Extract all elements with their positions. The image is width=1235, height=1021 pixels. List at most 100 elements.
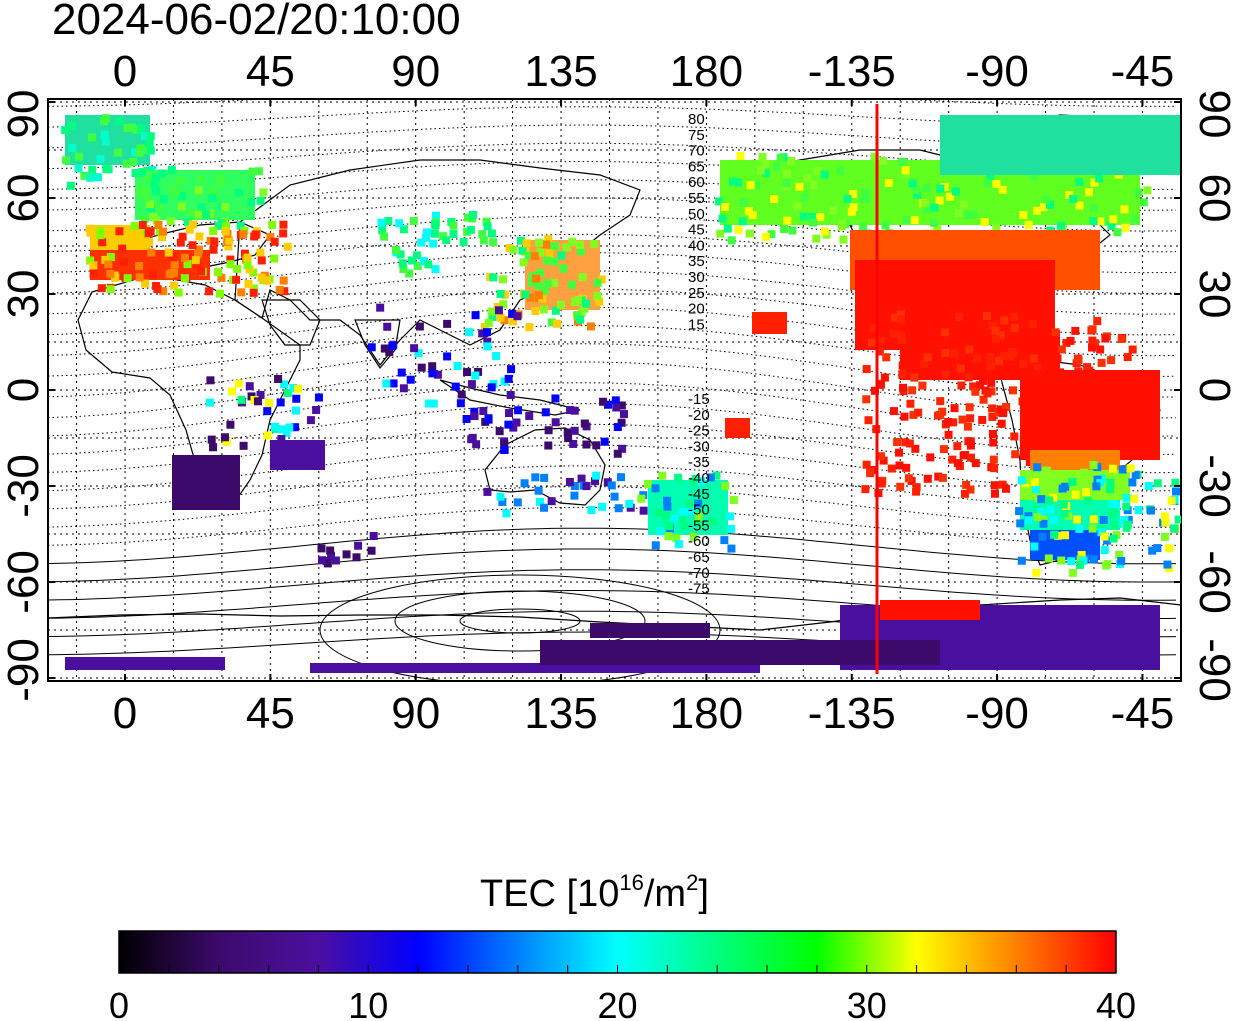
tec-south-america-south: [1061, 482, 1070, 491]
tec-europe: [249, 284, 258, 293]
tec-arctic-europe: [145, 138, 154, 147]
tec-scandinavia: [167, 165, 176, 174]
tec-central-america: [936, 397, 945, 406]
tec-central-asia: [421, 233, 430, 242]
tec-central-america: [896, 482, 905, 491]
tec-north-america-north: [783, 216, 792, 225]
tec-south-america-south: [1079, 556, 1088, 565]
tec-north-america-north: [809, 181, 818, 190]
tec-central-america: [895, 461, 904, 470]
tec-asia: [459, 238, 468, 247]
tec-north-america-north: [929, 218, 938, 227]
tec-central-america: [1034, 364, 1043, 373]
tec-europe: [249, 288, 258, 297]
tec-europe: [217, 274, 226, 283]
tec-central-america: [941, 349, 950, 358]
tec-asia: [449, 221, 458, 230]
tec-antarctica-4: [310, 663, 760, 673]
tec-south-america-south: [1088, 524, 1097, 533]
tec-indonesia: [467, 435, 476, 444]
tec-central-america: [938, 407, 947, 416]
tec-arctic-europe: [62, 156, 71, 165]
tec-australia: [570, 482, 579, 491]
tec-south-america-south: [1100, 546, 1109, 555]
tec-north-america-north: [992, 223, 1001, 232]
tec-east-asia: [539, 305, 548, 314]
tec-central-america: [950, 349, 959, 358]
maglat-label: 50: [688, 206, 705, 223]
tec-africa: [207, 435, 216, 444]
tec-europe: [86, 256, 95, 265]
tec-africa: [285, 423, 294, 432]
tec-arctic-europe: [127, 123, 136, 132]
tec-europe: [176, 238, 185, 247]
tec-indonesia: [500, 445, 509, 454]
tec-central-america: [864, 416, 873, 425]
maglat-label: 45: [688, 222, 705, 239]
tec-europe: [96, 227, 105, 236]
tec-south-ocean: [342, 550, 351, 559]
tec-europe: [169, 281, 178, 290]
tec-arctic-europe: [136, 124, 145, 133]
maglat-label: -20: [688, 407, 710, 424]
tec-south-america-south: [1092, 482, 1101, 491]
tec-africa: [239, 441, 248, 450]
tec-indonesia: [484, 415, 493, 424]
tec-asia: [430, 229, 439, 238]
tec-south-america-south: [1080, 468, 1089, 477]
maglat-label: 25: [688, 285, 705, 302]
tec-africa: [206, 376, 215, 385]
tec-australia: [587, 506, 596, 515]
tec-north-america-north: [930, 203, 939, 212]
tec-europe: [97, 284, 106, 293]
tec-south-asia: [463, 368, 472, 377]
tec-south-america-south: [1039, 519, 1048, 528]
tec-south-america-south: [1160, 532, 1169, 541]
tec-south-asia: [465, 328, 474, 337]
tec-europe: [225, 236, 234, 245]
x-tick-label-bottom: 45: [246, 689, 295, 738]
tec-europe: [279, 276, 288, 285]
tec-central-america: [911, 444, 920, 453]
tec-north-america-north: [884, 178, 893, 187]
tec-north-america-north: [983, 179, 992, 188]
tec-central-america: [979, 395, 988, 404]
tec-central-america: [914, 408, 923, 417]
tec-antarctic-peninsula: [880, 600, 980, 620]
tec-north-america-north: [933, 225, 942, 234]
tec-south-america-south: [1174, 515, 1181, 524]
tec-north-america-north: [951, 187, 960, 196]
tec-central-america: [986, 361, 995, 370]
tec-east-asia: [567, 280, 576, 289]
tec-arctic-europe: [136, 144, 145, 153]
x-tick-label-top: 90: [391, 47, 440, 96]
tec-east-asia: [549, 278, 558, 287]
tec-new-zealand: [643, 479, 652, 488]
x-tick-label-top: 180: [670, 47, 743, 96]
tec-south-america-south: [1153, 479, 1162, 488]
tec-central-america: [862, 395, 871, 404]
tec-east-asia: [556, 300, 565, 309]
tec-new-zealand: [663, 502, 672, 511]
tec-africa: [314, 393, 323, 402]
tec-south-asia: [388, 341, 397, 350]
tec-new-zealand: [654, 508, 663, 517]
tec-asia: [479, 236, 488, 245]
colorbar-tick-label: 0: [109, 985, 129, 1021]
tec-africa: [222, 437, 231, 446]
tec-south-america-south: [1130, 494, 1139, 503]
tec-south-asia: [443, 319, 452, 328]
tec-east-asia: [547, 318, 556, 327]
tec-north-america-north: [960, 200, 969, 209]
tec-europe: [159, 287, 168, 296]
tec-australia: [483, 487, 492, 496]
tec-africa: [291, 423, 300, 432]
tec-north-america-north: [736, 151, 745, 160]
tec-scandinavia: [152, 174, 161, 183]
y-tick-label-left: -90: [0, 638, 48, 702]
tec-central-america: [908, 386, 917, 395]
tec-data-patches: [61, 114, 1181, 673]
tec-north-america-north: [727, 236, 736, 245]
tec-south-america-south: [1161, 518, 1170, 527]
tec-australia: [513, 498, 522, 507]
